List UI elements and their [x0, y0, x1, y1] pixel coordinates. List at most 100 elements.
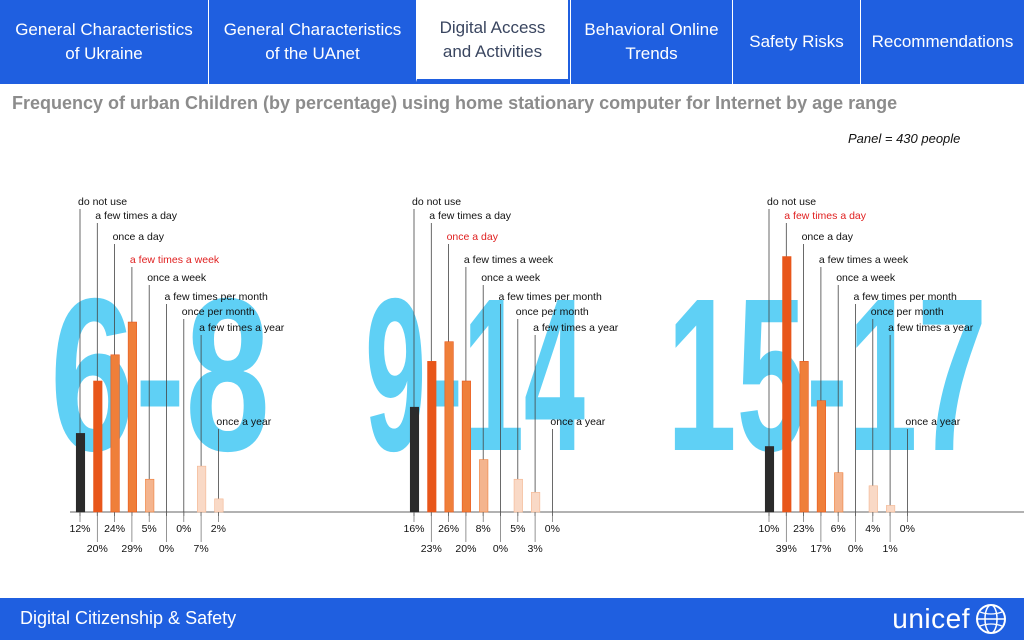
- category-label-a-few-times-a-year: a few times a year: [888, 322, 974, 334]
- value-label: 0%: [900, 523, 915, 535]
- value-label: 10%: [758, 523, 779, 535]
- bar-a-few-times-a-day: [782, 256, 792, 513]
- tab-general-characteristics-ukraine[interactable]: General Characteristics of Ukraine: [0, 0, 208, 84]
- category-label-a-few-times-a-week: a few times a week: [464, 254, 554, 266]
- age-range-label: 6-8: [50, 254, 270, 497]
- value-label: 5%: [510, 523, 525, 535]
- value-label: 23%: [793, 523, 814, 535]
- bar-a-few-times-a-week: [816, 400, 826, 513]
- tab-label-line2: and Activities: [442, 41, 543, 61]
- category-label-a-few-times-per-month: a few times per month: [165, 291, 268, 303]
- bar-do-not-use: [75, 433, 86, 513]
- bar-once-a-day: [799, 361, 809, 513]
- category-label-once-a-year: once a year: [216, 416, 271, 428]
- value-label: 23%: [421, 543, 442, 555]
- bar-a-few-times-a-week: [127, 321, 137, 513]
- category-label-once-a-day: once a day: [113, 231, 165, 243]
- value-label: 0%: [176, 523, 191, 535]
- chart-title: Frequency of urban Children (by percenta…: [12, 93, 898, 113]
- tab-recommendations[interactable]: Recommendations: [860, 0, 1024, 84]
- category-label-a-few-times-per-month: a few times per month: [854, 291, 957, 303]
- tab-label-line1: General Characteristics: [15, 20, 193, 39]
- age-range-label: 15-17: [667, 254, 987, 497]
- value-label: 5%: [142, 523, 157, 535]
- value-label: 3%: [528, 543, 543, 555]
- tab-label-line1: Safety Risks: [749, 32, 844, 51]
- globe-emblem-icon: [976, 604, 1006, 634]
- value-label: 6%: [831, 523, 846, 535]
- value-label: 2%: [211, 523, 226, 535]
- tab-label-line2: of Ukraine: [65, 44, 143, 63]
- category-label-once-a-week: once a week: [836, 272, 896, 284]
- category-label-once-per-month: once per month: [516, 306, 589, 318]
- value-label: 8%: [476, 523, 491, 535]
- tab-label-line2: of the UAnet: [265, 44, 360, 63]
- bar-a-few-times-a-week: [461, 380, 471, 513]
- category-label-a-few-times-a-day: a few times a day: [429, 210, 511, 222]
- value-label: 0%: [848, 543, 863, 555]
- value-label: 29%: [121, 543, 142, 555]
- category-label-once-a-year: once a year: [905, 416, 960, 428]
- bar-a-few-times-a-year: [531, 492, 541, 513]
- tab-label-line2: Trends: [625, 44, 678, 63]
- tab-behavioral-online-trends[interactable]: Behavioral Online Trends: [570, 0, 732, 84]
- value-label: 0%: [159, 543, 174, 555]
- bar-once-a-week: [834, 472, 844, 513]
- tab-label-line1: Digital Access: [439, 17, 546, 37]
- category-label-a-few-times-per-month: a few times per month: [499, 291, 602, 303]
- category-label-once-a-year: once a year: [550, 416, 605, 428]
- value-label: 0%: [545, 523, 560, 535]
- category-label-once-a-week: once a week: [481, 272, 541, 284]
- value-label: 12%: [69, 523, 90, 535]
- value-label: 26%: [438, 523, 459, 535]
- value-label: 0%: [493, 543, 508, 555]
- value-label: 1%: [883, 543, 898, 555]
- unicef-logo: unicef: [892, 602, 1008, 636]
- frequency-bar-charts: 6-8 9-14 15-17 do not use 12% a few times a d…: [50, 196, 1024, 555]
- category-label-a-few-times-a-week: a few times a week: [819, 254, 909, 266]
- tab-safety-risks[interactable]: Safety Risks: [732, 0, 860, 84]
- category-label-once-per-month: once per month: [182, 306, 255, 318]
- bar-a-few-times-a-year: [197, 465, 207, 513]
- value-label: 39%: [776, 543, 797, 555]
- category-label-once-a-week: once a week: [147, 272, 207, 284]
- footer-bar: Digital Citizenship & Safety unicef: [0, 598, 1024, 640]
- category-label-do-not-use: do not use: [767, 196, 816, 208]
- bar-do-not-use: [764, 446, 775, 513]
- age-range-label: 9-14: [365, 254, 585, 497]
- category-label-once-per-month: once per month: [871, 306, 944, 318]
- bar-once-a-year: [214, 498, 224, 513]
- category-label-once-a-day: once a day: [802, 231, 854, 243]
- value-label: 24%: [104, 523, 125, 535]
- category-label-a-few-times-a-day: a few times a day: [95, 210, 177, 222]
- bar-a-few-times-a-year: [886, 505, 896, 513]
- tab-general-characteristics-uanet[interactable]: General Characteristics of the UAnet: [208, 0, 416, 84]
- value-label: 16%: [403, 523, 424, 535]
- value-label: 7%: [194, 543, 209, 555]
- logo-wordmark: unicef: [892, 603, 970, 634]
- category-label-a-few-times-a-day: a few times a day: [784, 210, 866, 222]
- bar-a-few-times-a-day: [93, 380, 103, 513]
- panel-note: Panel = 430 people: [848, 131, 961, 146]
- tab-digital-access[interactable]: Digital Access and Activities: [416, 0, 568, 82]
- bar-once-per-month: [868, 485, 878, 513]
- top-navigation: General Characteristics of Ukraine Genera…: [0, 0, 1024, 84]
- tab-label-line1: General Characteristics: [223, 20, 402, 39]
- category-label-a-few-times-a-year: a few times a year: [199, 322, 285, 334]
- bar-once-a-day: [110, 354, 120, 513]
- bar-once-a-week: [145, 478, 155, 513]
- tab-label-line1: Recommendations: [871, 32, 1014, 51]
- category-label-do-not-use: do not use: [78, 196, 127, 208]
- category-label-a-few-times-a-year: a few times a year: [533, 322, 619, 334]
- bar-a-few-times-a-day: [427, 361, 437, 513]
- bar-once-per-month: [513, 478, 523, 513]
- bar-do-not-use: [409, 406, 420, 513]
- category-label-do-not-use: do not use: [412, 196, 461, 208]
- category-label-a-few-times-a-week: a few times a week: [130, 254, 220, 266]
- value-label: 20%: [87, 543, 108, 555]
- value-label: 20%: [455, 543, 476, 555]
- footer-title: Digital Citizenship & Safety: [20, 608, 237, 628]
- tab-label-line1: Behavioral Online: [584, 20, 719, 39]
- bar-once-a-day: [444, 341, 454, 513]
- category-label-once-a-day: once a day: [447, 231, 499, 243]
